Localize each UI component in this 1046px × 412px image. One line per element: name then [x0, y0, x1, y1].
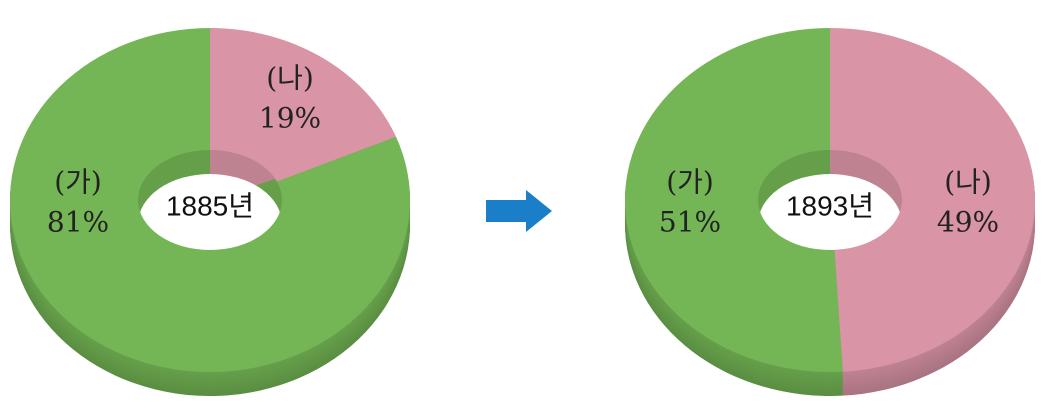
value-label: 51% [659, 206, 721, 239]
donut-segment [830, 28, 1035, 372]
category-label: (나) [266, 62, 314, 95]
category-label: (가) [54, 166, 102, 199]
category-label: (가) [666, 166, 714, 199]
center-label: 1885년 [166, 190, 254, 221]
category-label: (나) [944, 166, 992, 199]
value-label: 49% [937, 206, 999, 239]
donut-segment [210, 28, 396, 182]
donut-segment [624, 28, 843, 372]
donut-segment [9, 28, 411, 373]
value-label: 81% [47, 206, 109, 239]
value-label: 19% [259, 102, 321, 135]
center-label: 1893년 [786, 190, 874, 221]
arrow [486, 190, 552, 232]
